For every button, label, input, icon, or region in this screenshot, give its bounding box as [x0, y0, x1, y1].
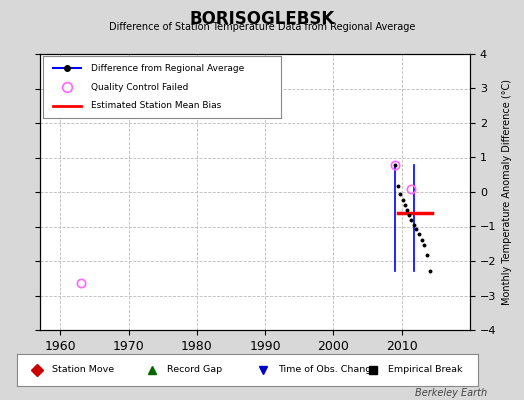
Point [391, 162, 399, 168]
Text: BORISOGLEBSK: BORISOGLEBSK [189, 10, 335, 28]
Text: Difference from Regional Average: Difference from Regional Average [91, 64, 244, 73]
Text: Record Gap: Record Gap [167, 366, 222, 374]
Y-axis label: Monthly Temperature Anomaly Difference (°C): Monthly Temperature Anomaly Difference (… [502, 79, 512, 305]
Point [417, 236, 425, 243]
Point [410, 222, 418, 228]
Point [414, 231, 423, 237]
Text: Empirical Break: Empirical Break [388, 366, 463, 374]
Text: Estimated Station Mean Bias: Estimated Station Mean Bias [91, 101, 221, 110]
Point [423, 252, 431, 258]
Text: Berkeley Earth: Berkeley Earth [415, 388, 487, 398]
Point [394, 182, 402, 189]
Text: Quality Control Failed: Quality Control Failed [91, 82, 188, 92]
Point [403, 207, 411, 213]
Text: Time of Obs. Change: Time of Obs. Change [278, 366, 377, 374]
Point [399, 196, 407, 203]
Point [412, 226, 420, 232]
Text: Station Move: Station Move [52, 366, 114, 374]
Point [405, 212, 413, 219]
Text: Difference of Station Temperature Data from Regional Average: Difference of Station Temperature Data f… [109, 22, 415, 32]
Point [426, 268, 434, 274]
Point [420, 242, 429, 249]
Point [396, 190, 405, 197]
Point [401, 202, 409, 208]
Point [407, 217, 416, 224]
